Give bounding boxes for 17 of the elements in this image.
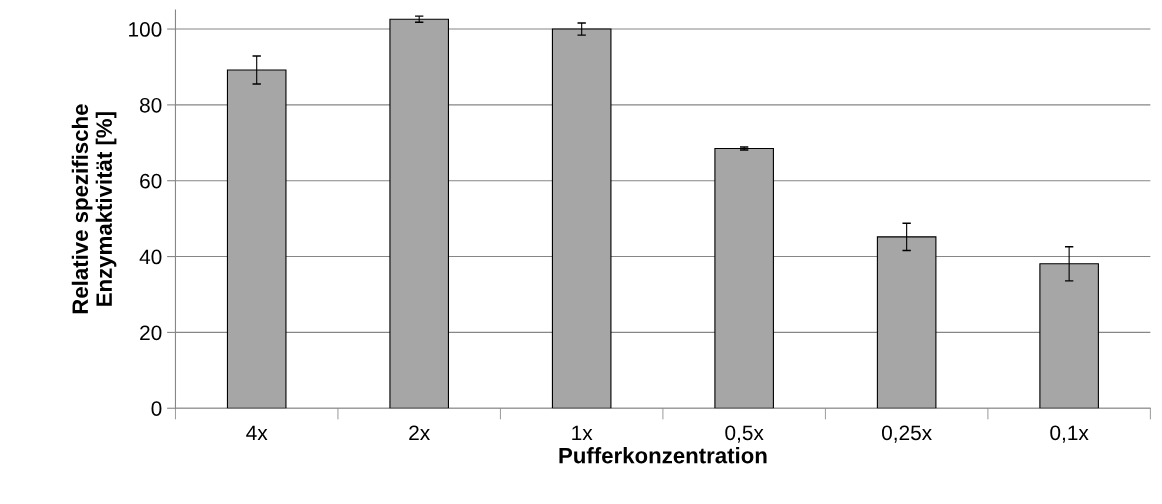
y-tick-label: 80: [140, 97, 162, 113]
x-tick-label: 0,1x: [1050, 425, 1089, 443]
bar: [714, 147, 774, 409]
y-tick-label: 40: [139, 249, 162, 265]
x-axis-title: Pufferkonzentration: [559, 447, 767, 464]
y-tick-label: 0: [151, 401, 162, 416]
y-axis-title: Relative spezifische Enzymaktivität [%]: [71, 104, 117, 314]
x-tick-label: 4x: [246, 425, 268, 440]
x-tick-label: 1x: [572, 425, 593, 440]
x-tick-label: 0,25x: [881, 425, 932, 443]
x-tick-label: 0,5x: [725, 425, 764, 443]
bar: [389, 18, 449, 409]
y-tick-label: 20: [140, 325, 162, 341]
bar: [551, 28, 612, 409]
x-tick-label: 2x: [409, 425, 430, 440]
y-tick-label: 60: [140, 173, 162, 189]
y-tick-label: 100: [129, 22, 162, 37]
